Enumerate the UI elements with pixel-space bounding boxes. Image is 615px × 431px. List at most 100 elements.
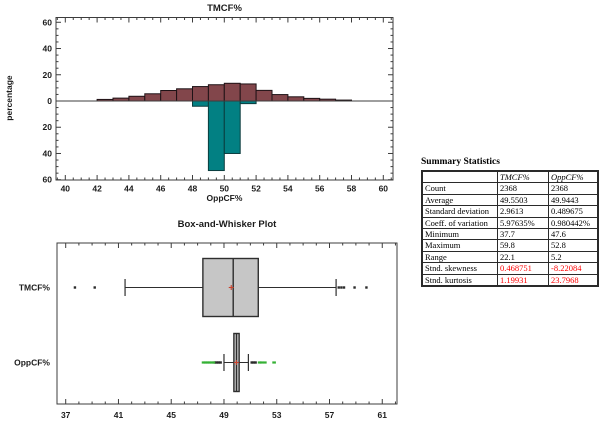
table-header-row: TMCF% OppCF% xyxy=(421,170,599,184)
frequency-histogram-chart: 40 42 44 46 48 50 52 54 56 58 60 60 40 20 0 20 40 60 xyxy=(43,17,394,194)
table-row: Count 2368 2368 xyxy=(421,182,599,195)
histogram-bar-tmcf xyxy=(223,82,241,102)
x-tick-label: 57 xyxy=(325,410,335,420)
x-tick-label: 46 xyxy=(156,184,166,194)
outlier-point xyxy=(215,361,218,364)
x-tick-label: 56 xyxy=(315,184,325,194)
summary-statistics-table: TMCF% OppCF% Count 2368 2368 Average 49.5503 49… xyxy=(421,170,599,288)
table-row: Average 49.5503 49.9443 xyxy=(421,193,599,207)
histogram-bar-tmcf xyxy=(192,86,209,102)
histogram-bar-oppcf xyxy=(192,100,209,107)
table-row: Stnd. kurtosis 1.19931 23.7968 xyxy=(421,273,599,287)
x-tick-label: 42 xyxy=(92,184,102,194)
table-row: Range 22.1 5.2 xyxy=(421,250,599,264)
stat-label: Standard deviation xyxy=(421,205,498,218)
x-tick-label: 54 xyxy=(283,184,293,194)
outlier-point xyxy=(73,286,77,289)
stat-label: Stnd. skewness xyxy=(421,262,498,275)
stat-value: 2.9613 xyxy=(497,205,549,218)
histogram-bar-tmcf xyxy=(255,89,273,102)
stat-value: 2368 xyxy=(548,182,599,195)
far-outlier-point xyxy=(272,361,276,364)
boxplot-title: Box-and-Whisker Plot xyxy=(177,219,277,230)
histogram-bar-tmcf xyxy=(128,95,146,102)
summary-statistics-heading: Summary Statistics xyxy=(421,157,500,167)
histogram-x-axis-label: OppCF% xyxy=(206,193,243,203)
stat-value: 5.97635% xyxy=(497,216,549,230)
far-outlier-point xyxy=(209,361,214,364)
histogram-bar-tmcf xyxy=(144,93,162,102)
histogram-title: TMCF% xyxy=(207,3,242,14)
histogram-bar-tmcf xyxy=(239,83,257,102)
plot-frame xyxy=(56,242,398,405)
x-tick-label: 52 xyxy=(251,184,261,194)
stat-value: 49.9443 xyxy=(548,193,599,207)
y-tick-label: 20 xyxy=(43,122,53,132)
outlier-point xyxy=(340,286,343,289)
stat-label: Range xyxy=(421,250,498,264)
histogram-bar-tmcf xyxy=(160,90,178,102)
outlier-point xyxy=(93,286,96,289)
y-tick-label: 40 xyxy=(43,148,53,158)
y-tick-label: 20 xyxy=(43,70,53,80)
stat-value: 52.8 xyxy=(548,239,599,252)
x-tick-label: 40 xyxy=(61,184,71,194)
far-outlier-point xyxy=(207,361,212,364)
stat-value: 22.1 xyxy=(497,250,549,264)
far-outlier-point xyxy=(257,361,262,364)
column-header: OppCF% xyxy=(548,170,599,184)
stat-label: Stnd. kurtosis xyxy=(421,273,498,287)
outlier-point xyxy=(217,361,220,364)
stat-value: -8.22084 xyxy=(548,262,599,275)
far-outlier-point xyxy=(259,361,264,364)
x-tick-label: 44 xyxy=(124,184,134,194)
x-tick-label: 48 xyxy=(188,184,198,194)
histogram-bar-oppcf xyxy=(207,100,225,172)
x-tick-label: 61 xyxy=(378,410,388,420)
x-tick-label: 58 xyxy=(347,184,357,194)
outlier-point xyxy=(365,286,368,289)
y-tick-label: 60 xyxy=(43,175,53,185)
box-and-whisker-chart: 37 41 45 49 53 57 61 TMCF% OppCF% xyxy=(14,242,398,420)
table-row: Stnd. skewness 0.468751 -8.22084 xyxy=(421,262,599,275)
table-row: Coeff. of variation 5.97635% 0.980442% xyxy=(421,216,599,230)
stat-label: Coeff. of variation xyxy=(421,216,498,230)
outlier-point xyxy=(337,286,340,289)
stat-label: Maximum xyxy=(421,239,498,252)
stat-value: 49.5503 xyxy=(497,193,549,207)
histogram-bar-tmcf xyxy=(176,88,194,102)
far-outlier-point xyxy=(205,361,210,364)
far-outlier-point xyxy=(203,361,208,364)
stat-label: Minimum xyxy=(421,228,498,241)
histogram-bar-oppcf xyxy=(223,100,241,154)
stat-value: 0.489675 xyxy=(548,205,599,218)
stat-label: Average xyxy=(421,193,498,207)
x-tick-label: 60 xyxy=(379,184,389,194)
table-row: Maximum 59.8 52.8 xyxy=(421,239,599,252)
stat-value: 0.980442% xyxy=(548,216,599,230)
stat-value: 2368 xyxy=(497,182,549,195)
outlier-point xyxy=(252,361,255,364)
stat-value: 47.6 xyxy=(548,228,599,241)
histogram-bar-tmcf xyxy=(271,94,289,102)
table-row: Minimum 37.7 47.6 xyxy=(421,228,599,241)
table-row: Standard deviation 2.9613 0.489675 xyxy=(421,205,599,218)
histogram-bar-tmcf xyxy=(207,84,225,102)
outlier-point xyxy=(353,286,356,289)
histogram-bar-tmcf xyxy=(287,96,305,102)
x-tick-label: 41 xyxy=(114,410,124,420)
category-label: OppCF% xyxy=(14,358,50,368)
far-outlier-point xyxy=(263,361,267,364)
outlier-point xyxy=(254,361,257,364)
far-outlier-point xyxy=(211,361,216,364)
column-header: TMCF% xyxy=(497,170,549,184)
x-tick-label: 45 xyxy=(166,410,176,420)
outlier-point xyxy=(219,361,222,364)
stat-value: 59.8 xyxy=(497,239,549,252)
x-tick-label: 50 xyxy=(220,184,230,194)
y-tick-label: 40 xyxy=(43,44,53,54)
stat-value: 37.7 xyxy=(497,228,549,241)
category-label: TMCF% xyxy=(19,283,51,293)
x-tick-label: 49 xyxy=(219,410,229,420)
stat-name-header xyxy=(421,170,498,184)
